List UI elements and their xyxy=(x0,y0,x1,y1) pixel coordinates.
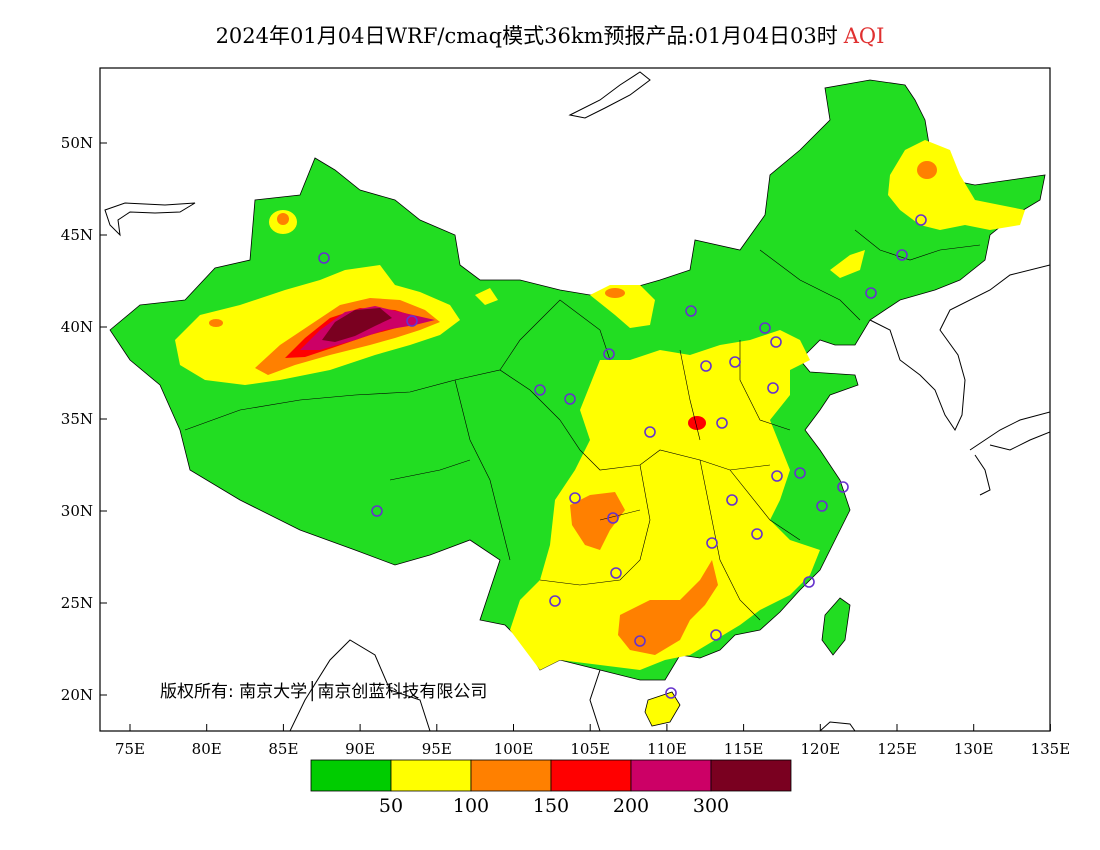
lat-tick-label: 25N xyxy=(61,594,93,612)
lon-tick-label: 75E xyxy=(115,740,145,758)
colorbar-swatch xyxy=(630,759,712,792)
station-marker xyxy=(710,629,722,641)
longitude-axis: 75E 80E 85E 90E 95E 100E 105E 110E 115E 120E 125E 1… xyxy=(115,724,1070,758)
lat-tick-label: 40N xyxy=(61,318,93,336)
station-marker xyxy=(569,492,581,504)
station-marker xyxy=(816,500,828,512)
lat-tick-label: 30N xyxy=(61,502,93,520)
lon-tick-label: 125E xyxy=(877,740,917,758)
station-marker xyxy=(865,287,877,299)
lon-tick-label: 80E xyxy=(192,740,222,758)
lat-tick-label: 50N xyxy=(61,134,93,152)
aqi-red-spot-henan xyxy=(688,416,706,430)
map-plot-area xyxy=(109,79,1046,727)
aqi-orange-spot-im xyxy=(605,288,625,298)
lon-tick-label: 115E xyxy=(724,740,764,758)
station-marker xyxy=(751,528,763,540)
lon-tick-label: 110E xyxy=(647,740,687,758)
colorbar-swatch xyxy=(470,759,552,792)
station-marker xyxy=(665,687,677,699)
colorbar-label: 50 xyxy=(379,795,403,817)
title-text: 2024年01月04日WRF/cmaq模式36km预报产品:01月04日03时 xyxy=(215,24,838,48)
lon-tick-label: 135E xyxy=(1031,740,1071,758)
colorbar-label: 200 xyxy=(613,795,649,817)
aqi-yellow-central-east xyxy=(510,330,820,670)
colorbar-swatch xyxy=(390,759,472,792)
lat-tick-label: 35N xyxy=(61,410,93,428)
aqi-orange-spot-ne xyxy=(917,161,937,179)
station-marker xyxy=(771,470,783,482)
lat-tick-label: 20N xyxy=(61,686,93,704)
taiwan-region xyxy=(821,597,851,656)
station-marker xyxy=(406,315,418,327)
station-marker xyxy=(318,252,330,264)
aqi-orange-spot-xj xyxy=(277,213,289,225)
colorbar-swatch xyxy=(310,759,392,792)
aqi-maroon-xinjiang xyxy=(322,308,392,342)
aqi-orange-guangxi xyxy=(618,560,718,655)
station-marker xyxy=(770,336,782,348)
station-marker xyxy=(896,249,908,261)
lon-tick-label: 90E xyxy=(345,740,375,758)
aqi-yellow-inner-mongolia xyxy=(590,285,655,328)
lon-tick-label: 105E xyxy=(570,740,610,758)
station-marker xyxy=(685,305,697,317)
station-marker xyxy=(716,417,728,429)
colorbar-swatch xyxy=(550,759,632,792)
colorbar-label: 150 xyxy=(533,795,569,817)
station-marker xyxy=(603,348,615,360)
station-marker xyxy=(915,214,927,226)
hainan-region xyxy=(644,691,681,727)
latitude-axis: 50N 45N 40N 35N 30N 25N 20N xyxy=(61,134,107,704)
aqi-orange-sichuan xyxy=(570,492,625,550)
plot-frame xyxy=(99,67,1051,732)
colorbar-swatch xyxy=(710,759,792,792)
aqi-yellow-spot-a xyxy=(830,250,865,278)
station-markers xyxy=(318,214,927,699)
lon-tick-label: 95E xyxy=(422,740,452,758)
station-marker xyxy=(759,322,771,334)
station-marker xyxy=(726,494,738,506)
colorbar-label: 300 xyxy=(693,795,729,817)
station-marker xyxy=(644,426,656,438)
station-marker xyxy=(610,567,622,579)
lon-tick-label: 130E xyxy=(954,740,994,758)
lon-tick-label: 85E xyxy=(268,740,298,758)
map-title: 2024年01月04日WRF/cmaq模式36km预报产品:01月04日03时 A… xyxy=(0,20,1100,50)
aqi-yellow-spot-b xyxy=(475,288,498,305)
station-marker xyxy=(564,393,576,405)
station-marker xyxy=(700,360,712,372)
station-marker xyxy=(549,595,561,607)
station-marker xyxy=(371,505,383,517)
station-marker xyxy=(837,481,849,493)
lon-tick-label: 100E xyxy=(494,740,534,758)
station-marker xyxy=(794,467,806,479)
title-variable: AQI xyxy=(843,24,885,48)
lat-tick-label: 45N xyxy=(61,226,93,244)
station-marker xyxy=(729,356,741,368)
station-marker xyxy=(607,512,619,524)
station-marker xyxy=(803,576,815,588)
aqi-orange-spot-nw xyxy=(209,319,223,327)
station-marker xyxy=(634,635,646,647)
aqi-colorbar: 50 100 150 200 300 xyxy=(310,759,792,817)
province-boundaries xyxy=(184,229,981,621)
colorbar-label: 100 xyxy=(453,795,489,817)
copyright-text: 版权所有: 南京大学│南京创蓝科技有限公司 xyxy=(160,681,487,702)
station-marker xyxy=(706,537,718,549)
station-marker xyxy=(534,384,546,396)
station-marker xyxy=(767,382,779,394)
lon-tick-label: 120E xyxy=(801,740,841,758)
foreign-coastlines xyxy=(104,71,1050,731)
